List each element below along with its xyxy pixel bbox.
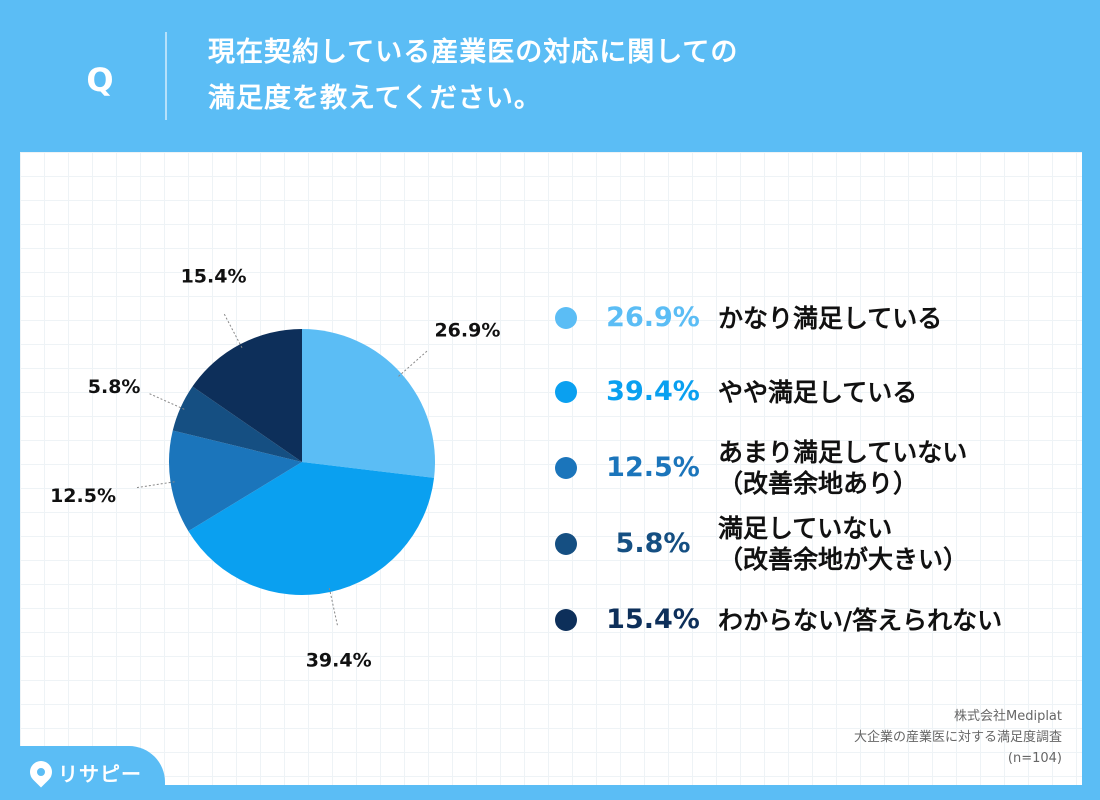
slice-data-label: 15.4%	[181, 265, 247, 287]
slice-data-label: 39.4%	[306, 650, 372, 672]
slice-data-label: 26.9%	[434, 320, 500, 342]
source-survey: 大企業の産業医に対する満足度調査	[853, 730, 1062, 745]
pie-slice	[192, 329, 302, 462]
brand-logo: リサピー	[0, 746, 165, 800]
pie-slice	[302, 329, 435, 478]
header-divider	[165, 32, 167, 120]
leader-line	[136, 481, 175, 489]
source-company: 株式会社Mediplat	[953, 709, 1062, 724]
slice-data-label: 5.8%	[88, 376, 141, 398]
source-note: 株式会社Mediplat 大企業の産業医に対する満足度調査 (n=104)	[854, 706, 1062, 769]
question-title-line-1: 現在契約している産業医の対応に関しての	[208, 37, 739, 68]
question-title-line-2: 満足度を教えてください。	[208, 83, 542, 114]
leader-line	[328, 587, 338, 626]
slice-data-label: 12.5%	[50, 485, 116, 507]
pie-slice	[188, 462, 435, 595]
leader-line	[398, 350, 428, 377]
pie-slice	[169, 430, 302, 532]
leader-line	[223, 313, 243, 349]
pin-icon	[25, 756, 57, 788]
question-header: Q 現在契約している産業医の対応に関しての 満足度を教えてください。	[0, 0, 1100, 152]
leader-line	[149, 393, 185, 410]
logo-text: リサピー	[58, 762, 142, 786]
pie-slice	[172, 386, 302, 462]
question-title: 現在契約している産業医の対応に関しての 満足度を教えてください。	[208, 30, 1048, 122]
source-sample: (n=104)	[1007, 751, 1062, 766]
question-mark: Q	[86, 61, 114, 99]
